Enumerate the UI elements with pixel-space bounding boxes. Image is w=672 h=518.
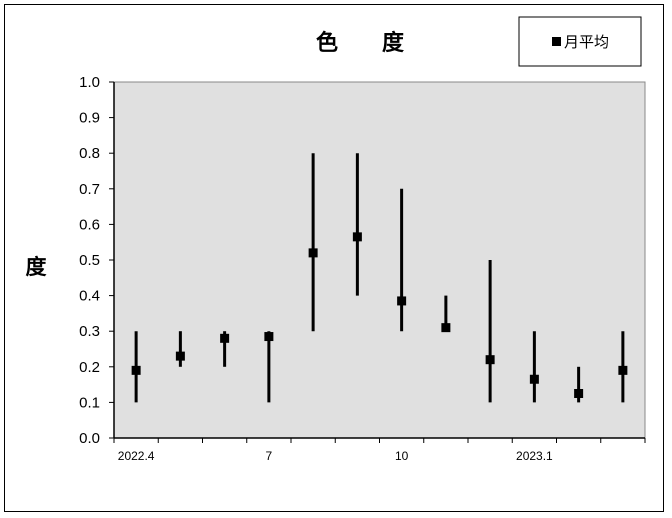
mean-marker: [485, 355, 495, 365]
x-tick-label: 10: [395, 449, 409, 463]
y-tick-label: 1.0: [79, 74, 100, 91]
y-tick-label: 0.4: [79, 288, 100, 305]
mean-marker: [574, 389, 584, 398]
plot-area: [113, 81, 646, 439]
legend: 月平均: [518, 16, 642, 67]
mean-marker: [352, 232, 362, 242]
data-marks: [131, 153, 628, 403]
y-tick-label: 0.3: [79, 323, 100, 340]
x-tick-label: 7: [266, 449, 273, 463]
mean-marker: [308, 248, 318, 258]
y-axis-label: 度: [26, 255, 47, 279]
mean-marker: [618, 365, 628, 375]
y-tick-label: 0.8: [79, 145, 100, 162]
mean-marker: [131, 365, 141, 375]
mean-marker: [220, 333, 230, 343]
mean-marker: [529, 374, 539, 384]
y-tick-label: 0.5: [79, 252, 100, 269]
y-tick-label: 0.0: [79, 430, 100, 447]
y-tick-label: 0.6: [79, 216, 100, 233]
legend-box: [518, 16, 642, 67]
mean-marker: [397, 296, 407, 306]
legend-marker: [552, 37, 561, 46]
legend-label: 月平均: [564, 33, 609, 51]
y-tick-label: 0.1: [79, 394, 100, 411]
mean-marker: [264, 332, 274, 342]
mean-marker: [175, 351, 185, 361]
axes: 0.0 0.1 0.2 0.3 0.4 0.5 0.6 0.7 0.8 0.9 1.0 2022.4 7…: [79, 74, 646, 463]
chart-title: 色 度: [316, 30, 405, 56]
mean-marker: [441, 323, 451, 333]
y-tick-label: 0.2: [79, 359, 100, 376]
y-tick-label: 0.7: [79, 181, 100, 198]
x-tick-label: 2022.4: [118, 449, 155, 463]
x-tick-label: 2023.1: [516, 449, 553, 463]
y-tick-label: 0.9: [79, 110, 100, 127]
